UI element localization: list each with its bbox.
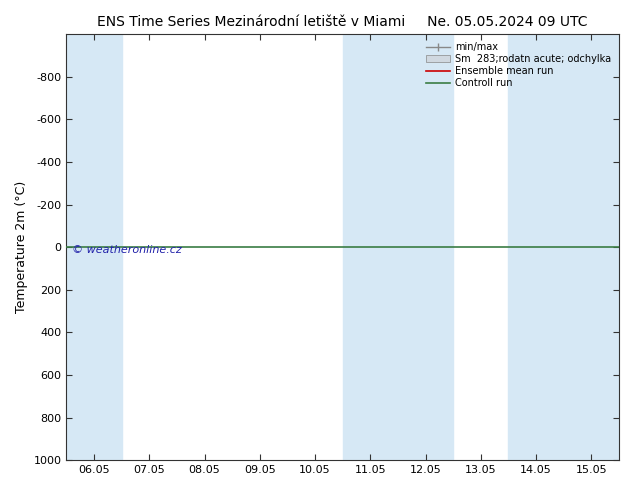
Title: ENS Time Series Mezinárodní letiště v Miami     Ne. 05.05.2024 09 UTC: ENS Time Series Mezinárodní letiště v Mi… xyxy=(98,15,588,29)
Bar xyxy=(508,34,619,460)
Legend: min/max, Sm  283;rodatn acute; odchylka, Ensemble mean run, Controll run: min/max, Sm 283;rodatn acute; odchylka, … xyxy=(423,39,614,91)
Bar xyxy=(343,34,453,460)
Text: © weatheronline.cz: © weatheronline.cz xyxy=(72,245,182,255)
Y-axis label: Temperature 2m (°C): Temperature 2m (°C) xyxy=(15,181,28,314)
Bar xyxy=(67,34,122,460)
